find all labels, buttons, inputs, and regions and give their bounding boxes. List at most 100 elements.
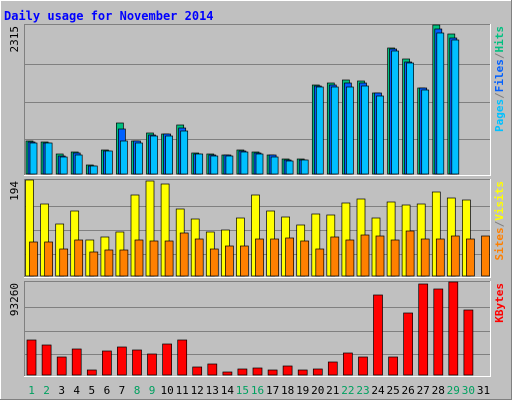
- legend-entry: Hits: [493, 26, 506, 53]
- bar-kbytes: KBytes 24: 80000: [373, 294, 383, 376]
- legend-entry: KBytes: [493, 283, 506, 323]
- bar-pages: Pages 9: 585: [150, 135, 158, 175]
- panel-legend: Sites/Visits: [493, 181, 506, 261]
- x-tick-label: 2: [43, 384, 50, 397]
- x-tick-label: 28: [432, 384, 445, 397]
- bar-kbytes: KBytes 27: 91000: [418, 283, 429, 376]
- bar-pages: Pages 23: 1370: [361, 85, 369, 175]
- x-axis-tick-labels: 1 2 3 4 5 6 7 8 9 10 11 12 13 14 15 16 17 18 19 20 21 22 23 24 2…: [28, 384, 490, 397]
- bar-pages: Pages 22: 1350: [346, 86, 354, 175]
- bar-pages: Pages 13: 287: [210, 155, 219, 175]
- panel-legend: Pages/Files/Hits: [493, 26, 506, 132]
- panel-legend: KBytes: [493, 283, 506, 323]
- bar-pages: Pages 25: 1909: [391, 50, 399, 175]
- bar-sites: Sites 22: 72: [345, 239, 355, 277]
- bar-sites: Sites 2: 69: [44, 241, 53, 277]
- bar-sites: Sites 11: 86: [179, 232, 189, 277]
- bar-kbytes: KBytes 3: 18000: [56, 356, 67, 376]
- x-tick-label: 1: [28, 384, 35, 397]
- bar-pages: Pages 7: 512: [120, 140, 128, 175]
- bar-kbytes: KBytes 1: 35500: [26, 339, 37, 376]
- bar-sites: Sites 8: 72: [134, 239, 144, 277]
- legend-entry: Pages: [493, 99, 506, 132]
- bar-kbytes: KBytes 21: 13000: [327, 361, 338, 376]
- bar-kbytes: KBytes 16: 7000: [252, 367, 263, 376]
- bar-sites: Sites 14: 60: [225, 245, 234, 277]
- bar-pages: Pages 10: 591: [165, 135, 173, 175]
- bar-kbytes: KBytes 6: 24500: [102, 350, 112, 376]
- x-tick-label: 14: [221, 384, 235, 397]
- x-tick-label: 10: [160, 384, 173, 397]
- bar-sites: Sites 6: 52: [104, 249, 114, 277]
- x-tick-label: 4: [73, 384, 80, 397]
- bar-pages: Pages 4: 297: [74, 154, 83, 175]
- bar-pages: Pages 24: 1214: [376, 95, 384, 175]
- bar-kbytes: KBytes 10: 31000: [162, 343, 172, 376]
- bar-sites: Sites 30: 75: [466, 238, 475, 277]
- bar-sites: Sites 25: 72: [390, 239, 400, 277]
- bar-sites: Sites 18: 77: [285, 237, 294, 277]
- bar-sites: Sites 31: 80: [481, 235, 490, 277]
- bar-kbytes: KBytes 25: 18000: [388, 356, 398, 376]
- bar-sites: Sites 5: 48: [89, 251, 99, 277]
- bar-sites: Sites 29: 81: [450, 235, 460, 277]
- plot-area: [24, 281, 491, 377]
- bar-pages: Pages 16: 318: [255, 153, 264, 175]
- bar-pages: Pages 28: 2198: [436, 32, 445, 175]
- x-tick-label: 5: [88, 384, 95, 397]
- bar-kbytes: KBytes 13: 11000: [207, 363, 218, 376]
- legend-entry: /: [493, 220, 506, 227]
- x-tick-label: 7: [119, 384, 126, 397]
- x-tick-label: 20: [311, 384, 324, 397]
- legend-entry: Sites: [493, 227, 506, 260]
- x-tick-label: 23: [356, 384, 369, 397]
- bar-pages: Pages 18: 196: [285, 160, 294, 175]
- bar-kbytes: KBytes 28: 86000: [433, 288, 444, 376]
- bar-kbytes: KBytes 19: 5000: [297, 369, 308, 376]
- bar-kbytes: KBytes 9: 21000: [147, 353, 157, 376]
- bar-kbytes: KBytes 7: 28000: [117, 346, 127, 376]
- x-tick-label: 6: [104, 384, 111, 397]
- bar-kbytes: KBytes 23: 18000: [358, 356, 368, 376]
- x-tick-label: 15: [236, 384, 249, 397]
- x-tick-label: 24: [371, 384, 385, 397]
- bar-pages: Pages 19: 210: [300, 159, 309, 175]
- bar-kbytes: KBytes 18: 9000: [282, 365, 293, 376]
- legend-entry: /: [493, 52, 506, 59]
- bar-kbytes: KBytes 29: 93260: [448, 281, 459, 376]
- bar-sites: Sites 28: 74: [435, 238, 445, 277]
- series-pages: Pages 1: 478 Pages 2: 474 Pages 3: 265 Page…: [29, 32, 460, 175]
- x-tick-label: 26: [401, 384, 414, 397]
- series-kbytes: KBytes 1: 35500 KBytes 2: 30000 KBytes 3: …: [26, 281, 474, 376]
- bar-sites: Sites 10: 70: [164, 240, 174, 277]
- bar-kbytes: KBytes 26: 62000: [403, 312, 413, 376]
- bar-sites: Sites 4: 73: [74, 239, 84, 277]
- series-sites: Sites 1: 69 Sites 2: 69 Sites 3: 55 Sites 4…: [29, 230, 490, 277]
- bar-pages: Pages 5: 119: [89, 165, 98, 175]
- bar-sites: Sites 9: 70: [149, 240, 159, 277]
- x-tick-label: 29: [447, 384, 460, 397]
- bar-sites: Sites 16: 74: [255, 238, 264, 277]
- bar-sites: Sites 21: 78: [330, 236, 340, 277]
- x-tick-label: 13: [206, 384, 219, 397]
- legend-entry: Files: [493, 59, 506, 92]
- x-tick-label: 30: [462, 384, 475, 397]
- bar-kbytes: KBytes 4: 26000: [71, 348, 82, 376]
- bar-sites: Sites 20: 55: [315, 248, 325, 277]
- x-tick-label: 27: [417, 384, 430, 397]
- bar-pages: Pages 3: 265: [59, 156, 68, 175]
- bar-sites: Sites 1: 69: [29, 241, 38, 277]
- bar-pages: Pages 17: 266: [270, 156, 279, 175]
- bar-kbytes: KBytes 12: 8500: [192, 366, 203, 376]
- bar-kbytes: KBytes 8: 25000: [132, 349, 142, 376]
- x-tick-label: 31: [477, 384, 490, 397]
- bar-kbytes: KBytes 15: 6000: [237, 368, 248, 376]
- bar-sites: Sites 27: 74: [420, 238, 430, 277]
- x-tick-label: 8: [134, 384, 141, 397]
- bar-sites: Sites 3: 55: [59, 248, 69, 277]
- bar-pages: Pages 2: 474: [44, 142, 53, 175]
- x-tick-label: 9: [149, 384, 156, 397]
- x-tick-label: 19: [296, 384, 309, 397]
